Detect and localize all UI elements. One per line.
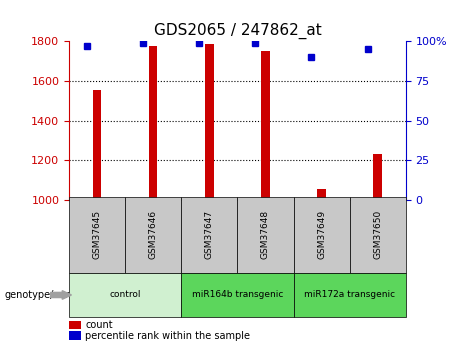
- Bar: [205, 45, 213, 200]
- Text: GSM37648: GSM37648: [261, 210, 270, 259]
- Bar: [93, 90, 101, 200]
- Text: genotype/variation: genotype/variation: [5, 290, 97, 300]
- Text: percentile rank within the sample: percentile rank within the sample: [85, 331, 250, 341]
- Bar: [317, 189, 326, 200]
- Text: control: control: [110, 290, 141, 299]
- Text: GSM37647: GSM37647: [205, 210, 214, 259]
- Text: miR172a transgenic: miR172a transgenic: [304, 290, 395, 299]
- Text: GSM37650: GSM37650: [373, 210, 382, 259]
- Bar: [149, 46, 158, 200]
- Text: GSM37646: GSM37646: [149, 210, 158, 259]
- Text: count: count: [85, 321, 113, 330]
- Text: GSM37649: GSM37649: [317, 210, 326, 259]
- Bar: [373, 155, 382, 200]
- Text: GSM37645: GSM37645: [93, 210, 102, 259]
- Title: GDS2065 / 247862_at: GDS2065 / 247862_at: [154, 22, 321, 39]
- Bar: [261, 51, 270, 200]
- Text: miR164b transgenic: miR164b transgenic: [192, 290, 283, 299]
